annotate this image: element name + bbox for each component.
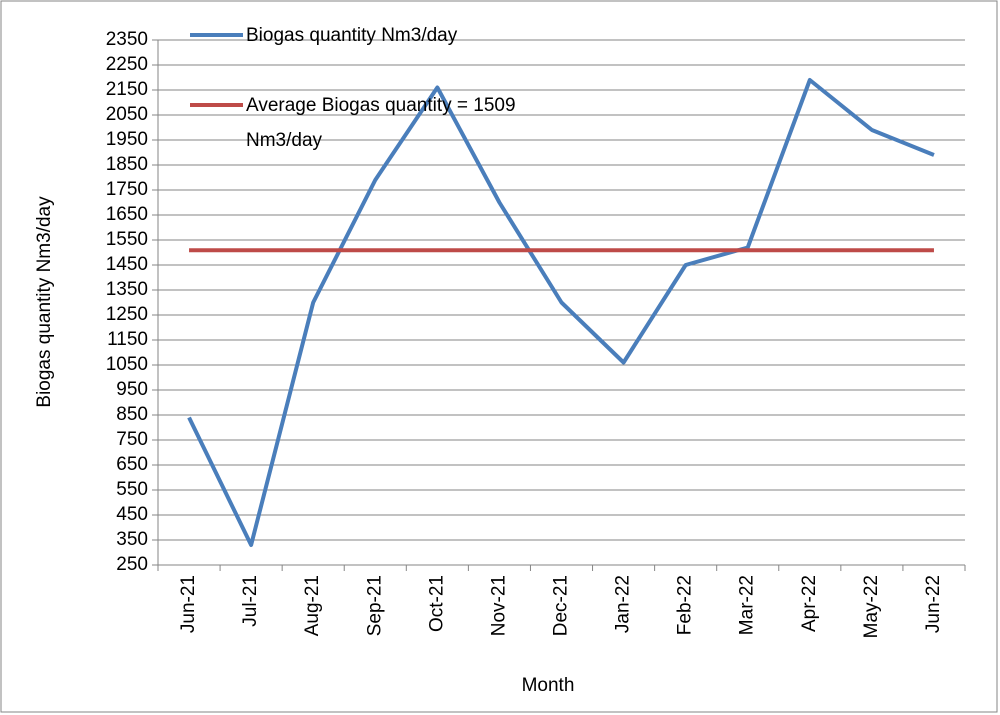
x-tick-label: Aug-21 (302, 575, 323, 636)
series-line (187, 78, 935, 547)
y-tick-label: 450 (116, 504, 148, 525)
x-tick-label: Jun-21 (178, 575, 199, 633)
x-tick-label: Oct-21 (426, 575, 447, 632)
legend-entry: Biogas quantity Nm3/day (246, 24, 458, 46)
y-tick-label: 2050 (106, 104, 148, 125)
y-tick-label: 750 (116, 429, 148, 450)
y-tick-label: 650 (116, 454, 148, 475)
y-tick-label: 1150 (107, 329, 148, 350)
y-tick-label: 2250 (106, 54, 148, 75)
x-tick-label: Feb-22 (675, 575, 696, 635)
y-tick-label: 2350 (106, 29, 148, 50)
y-tick-label: 1650 (106, 204, 148, 225)
legend-label: Average Biogas quantity = 1509 Nm3/day (246, 94, 516, 151)
x-tick-label: Apr-22 (799, 575, 820, 632)
y-tick-label: 2150 (106, 79, 148, 100)
y-tick-label: 1850 (106, 154, 148, 175)
x-tick-label: Mar-22 (737, 575, 758, 635)
y-tick-label: 850 (116, 404, 148, 425)
x-axis-label: Month (522, 675, 575, 696)
x-tick-label: Jan-22 (613, 575, 634, 633)
y-tick-label: 1450 (106, 254, 148, 275)
legend-label: Biogas quantity Nm3/day (246, 24, 458, 46)
y-tick-label: 1050 (106, 354, 148, 375)
x-tick-label: Dec-21 (551, 575, 572, 636)
y-tick-label: 1950 (106, 129, 148, 150)
y-tick-label: 350 (116, 529, 148, 550)
x-tick-label: Jun-22 (923, 575, 944, 633)
y-axis-label: Biogas quantity Nm3/day (34, 196, 55, 408)
y-tick-label: 950 (116, 379, 148, 400)
x-tick-label: Nov-21 (488, 575, 509, 636)
y-tick-label: 1550 (106, 229, 148, 250)
x-tick-label: Sep-21 (364, 575, 385, 636)
x-tick-label: Jul-21 (240, 575, 261, 627)
y-tick-label: 250 (116, 554, 148, 575)
y-tick-label: 550 (116, 479, 148, 500)
legend-entry: Average Biogas quantity = 1509 Nm3/day (246, 94, 516, 151)
y-tick-label: 1350 (106, 279, 148, 300)
x-tick-label: May-22 (861, 575, 882, 638)
y-tick-label: 1750 (106, 179, 148, 200)
y-tick-label: 1250 (106, 304, 148, 325)
